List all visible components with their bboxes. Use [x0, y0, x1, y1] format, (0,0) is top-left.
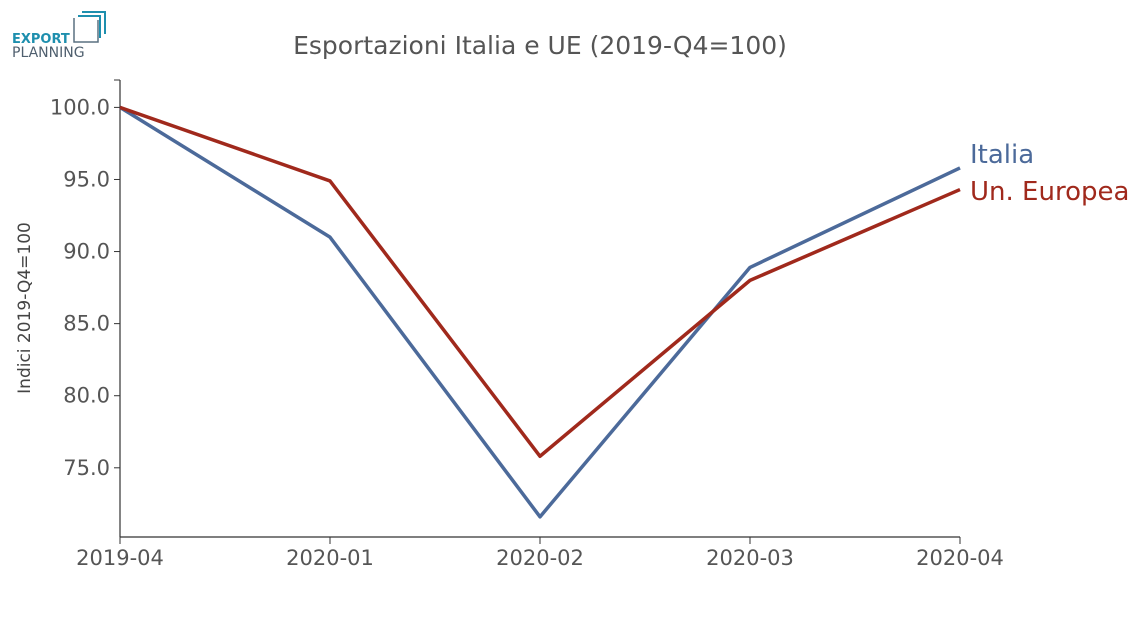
- series-line-un-europea: [119, 105, 961, 459]
- y-tick-label: 90.0: [63, 240, 110, 264]
- logo-text-export: EXPORT: [12, 32, 70, 47]
- x-tick-label: 2020-01: [286, 546, 374, 570]
- export-planning-logo: EXPORT PLANNING: [12, 11, 106, 60]
- series-label: Italia: [970, 140, 1034, 170]
- x-tick-label: 2020-02: [496, 546, 584, 570]
- y-tick-label: 95.0: [63, 167, 110, 191]
- y-axis-label: Indici 2019-Q4=100: [15, 222, 35, 394]
- y-tick-label: 100.0: [50, 95, 110, 119]
- y-tick-label: 75.0: [63, 456, 110, 480]
- logo-text-planning: PLANNING: [12, 45, 85, 60]
- y-tick-label: 85.0: [63, 312, 110, 336]
- y-tick-label: 80.0: [63, 384, 110, 408]
- x-tick-label: 2020-04: [916, 546, 1004, 570]
- chart-title: Esportazioni Italia e UE (2019-Q4=100): [293, 31, 787, 60]
- series-label: Un. Europea: [970, 177, 1129, 207]
- x-tick-label: 2020-03: [706, 546, 794, 570]
- series-line-italia: [119, 105, 961, 519]
- x-tick-label: 2019-04: [76, 546, 164, 570]
